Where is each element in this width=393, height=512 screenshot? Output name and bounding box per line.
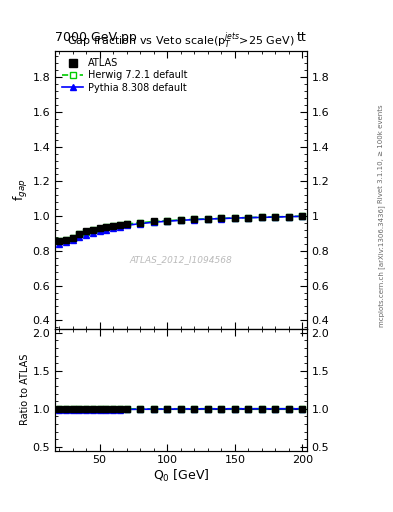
Y-axis label: Ratio to ATLAS: Ratio to ATLAS — [20, 354, 29, 425]
Y-axis label: f$_{gap}$: f$_{gap}$ — [12, 179, 29, 201]
X-axis label: Q$_0$ [GeV]: Q$_0$ [GeV] — [152, 468, 209, 484]
Text: mcplots.cern.ch [arXiv:1306.3436]: mcplots.cern.ch [arXiv:1306.3436] — [378, 205, 385, 327]
Text: 7000 GeV pp: 7000 GeV pp — [55, 31, 137, 44]
Text: ATLAS_2012_I1094568: ATLAS_2012_I1094568 — [129, 255, 232, 264]
Title: Gap fraction vs Veto scale(p$_T^{jets}$>25 GeV): Gap fraction vs Veto scale(p$_T^{jets}$>… — [67, 30, 294, 51]
Legend: ATLAS, Herwig 7.2.1 default, Pythia 8.308 default: ATLAS, Herwig 7.2.1 default, Pythia 8.30… — [60, 56, 189, 95]
Text: Rivet 3.1.10, ≥ 100k events: Rivet 3.1.10, ≥ 100k events — [378, 104, 384, 203]
Text: tt: tt — [297, 31, 307, 44]
